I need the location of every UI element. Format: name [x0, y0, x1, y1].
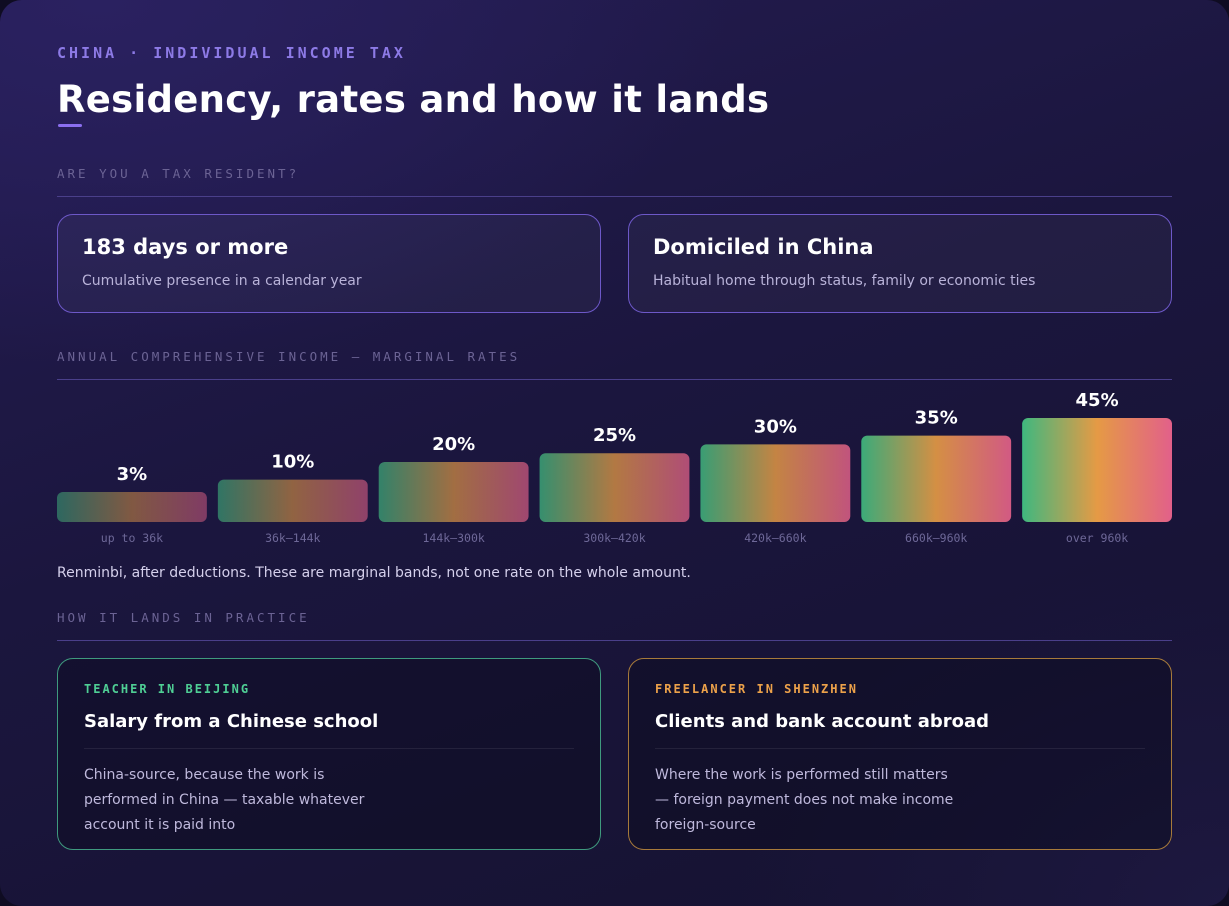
- residency-card-text: Habitual home through status, family or …: [653, 273, 1036, 289]
- residency-card-heading: 183 days or more: [82, 235, 289, 259]
- rate-bar: [539, 453, 690, 522]
- residency-card-heading: Domiciled in China: [653, 235, 874, 259]
- case-heading: Salary from a Chinese school: [84, 711, 379, 732]
- rate-bar: [700, 444, 851, 522]
- income-band-label: 144k–300k: [422, 531, 484, 545]
- eyebrow: CHINA · INDIVIDUAL INCOME TAX: [57, 44, 406, 62]
- rate-value-label: 35%: [915, 408, 958, 429]
- rate-bar: [217, 479, 368, 522]
- rate-value-label: 3%: [117, 464, 148, 485]
- title-accent-bar: [58, 124, 82, 127]
- rate-bar: [378, 462, 529, 522]
- residency-card-days: 183 days or more Cumulative presence in …: [57, 214, 601, 313]
- case-tag: TEACHER IN BEIJING: [84, 682, 251, 696]
- income-band-label: 660k–960k: [905, 531, 967, 545]
- section-label-residency: ARE YOU A TAX RESIDENT?: [57, 166, 300, 181]
- page-title: Residency, rates and how it lands: [57, 78, 770, 121]
- rate-value-label: 25%: [593, 425, 636, 446]
- rate-value-label: 20%: [432, 434, 475, 455]
- residency-card-domicile: Domiciled in China Habitual home through…: [628, 214, 1172, 313]
- section-divider: [57, 640, 1172, 641]
- rate-bar: [861, 435, 1012, 522]
- case-card-teacher: TEACHER IN BEIJING Salary from a Chinese…: [57, 658, 601, 850]
- case-divider: [84, 748, 574, 749]
- rate-value-label: 30%: [754, 416, 797, 437]
- case-heading: Clients and bank account abroad: [655, 711, 990, 732]
- section-divider: [57, 379, 1172, 380]
- case-text: China-source, because the work is perfor…: [84, 767, 365, 833]
- case-card-freelancer: FREELANCER IN SHENZHEN Clients and bank …: [628, 658, 1172, 850]
- rate-bar: [1022, 418, 1172, 522]
- income-band-label: 36k–144k: [265, 531, 320, 545]
- income-band-label: 420k–660k: [744, 531, 806, 545]
- residency-card-text: Cumulative presence in a calendar year: [82, 273, 362, 289]
- section-divider: [57, 196, 1172, 197]
- rate-value-label: 10%: [271, 452, 314, 473]
- section-label-practice: HOW IT LANDS IN PRACTICE: [57, 610, 310, 625]
- case-divider: [655, 748, 1145, 749]
- rates-note: Renminbi, after deductions. These are ma…: [57, 565, 691, 581]
- income-band-label: up to 36k: [101, 531, 163, 545]
- case-tag: FREELANCER IN SHENZHEN: [655, 682, 858, 696]
- income-band-label: 300k–420k: [583, 531, 645, 545]
- rate-value-label: 45%: [1076, 390, 1119, 411]
- case-text: Where the work is performed still matter…: [655, 767, 954, 833]
- rate-bar: [57, 492, 207, 522]
- section-label-rates: ANNUAL COMPREHENSIVE INCOME — MARGINAL R…: [57, 349, 521, 364]
- income-band-label: over 960k: [1066, 531, 1128, 545]
